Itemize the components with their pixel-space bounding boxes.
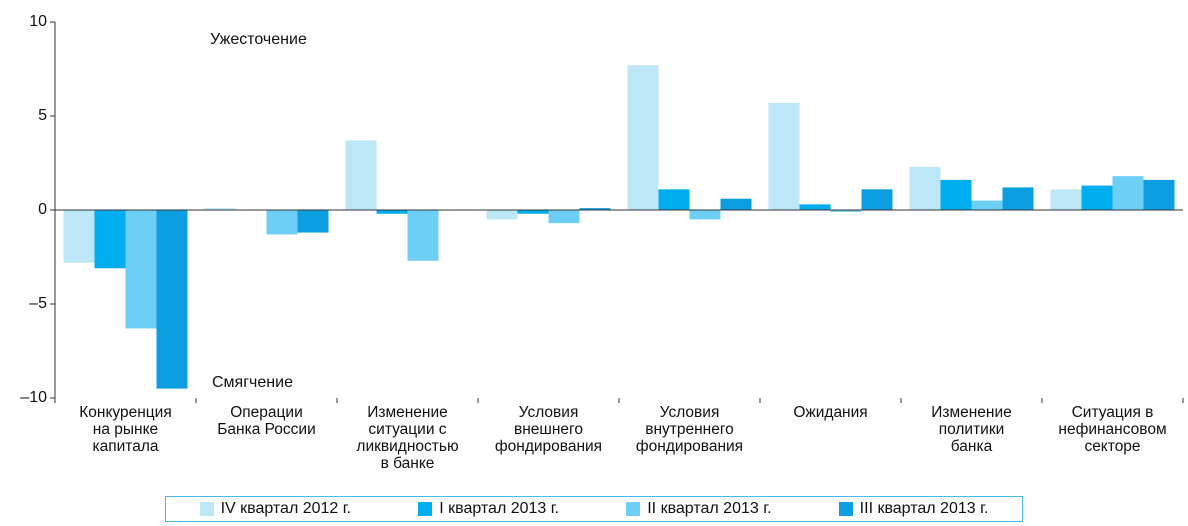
- legend-swatch: [418, 502, 433, 516]
- bar: [297, 210, 329, 233]
- legend: IV квартал 2012 г. I квартал 2013 г. II кв…: [165, 496, 1023, 522]
- bar: [689, 210, 721, 220]
- bar: [768, 102, 800, 210]
- x-tick-label: Конкуренция на рынке капитала: [79, 404, 172, 455]
- y-tick-label: 0: [38, 201, 47, 218]
- x-tick-label: Ожидания: [793, 404, 868, 421]
- bar: [548, 210, 580, 224]
- bar: [407, 210, 439, 261]
- bar: [63, 210, 95, 263]
- bar: [830, 210, 862, 212]
- legend-label: II квартал 2013 г.: [647, 500, 772, 517]
- legend-swatch: [199, 502, 214, 516]
- legend-item: III квартал 2013 г.: [838, 500, 989, 518]
- legend-item: IV квартал 2012 г.: [199, 500, 352, 518]
- bar: [517, 210, 549, 214]
- y-tick-label: 10: [29, 13, 47, 30]
- bar: [1143, 179, 1175, 210]
- bar: [1112, 176, 1144, 210]
- legend-label: IV квартал 2012 г.: [220, 500, 352, 517]
- bar: [1081, 185, 1113, 210]
- x-tick-label: Условия внутреннего фондирования: [635, 404, 744, 455]
- x-tick-label: Операции Банка России: [217, 404, 316, 438]
- bar: [204, 208, 236, 210]
- legend-item: II квартал 2013 г.: [626, 500, 772, 518]
- y-tick-label: –5: [29, 295, 47, 312]
- x-tick-label: Условия внешнего фондирования: [494, 404, 603, 455]
- legend-swatch: [838, 502, 853, 516]
- bar: [627, 65, 659, 211]
- bar: [266, 210, 298, 235]
- y-tick-label: –10: [20, 389, 47, 406]
- bar: [486, 210, 518, 220]
- legend-label: III квартал 2013 г.: [859, 500, 989, 517]
- y-tick-label: 5: [38, 107, 47, 124]
- legend-swatch: [626, 502, 641, 516]
- bar: [861, 189, 893, 210]
- annotation: Смягчение: [212, 374, 293, 391]
- bar: [376, 210, 408, 214]
- x-tick-label: Изменение ситуации с ликвидностью в банк…: [356, 404, 459, 472]
- bar: [940, 179, 972, 210]
- annotation: Ужесточение: [210, 31, 307, 48]
- bar: [579, 208, 611, 210]
- bar: [94, 210, 126, 269]
- bar: [345, 140, 377, 210]
- legend-label: I квартал 2013 г.: [439, 500, 560, 517]
- bar: [799, 204, 831, 210]
- bar: [125, 210, 157, 329]
- bar: [156, 210, 188, 389]
- bar: [1002, 187, 1034, 210]
- bar: [909, 166, 941, 210]
- bar: [971, 200, 1003, 210]
- x-tick-label: Изменение политики банка: [931, 404, 1012, 455]
- bar: [1050, 189, 1082, 210]
- legend-item: I квартал 2013 г.: [418, 500, 559, 518]
- x-tick-label: Ситуация в нефинансовом секторе: [1058, 404, 1167, 455]
- bar: [720, 198, 752, 210]
- bar: [658, 189, 690, 210]
